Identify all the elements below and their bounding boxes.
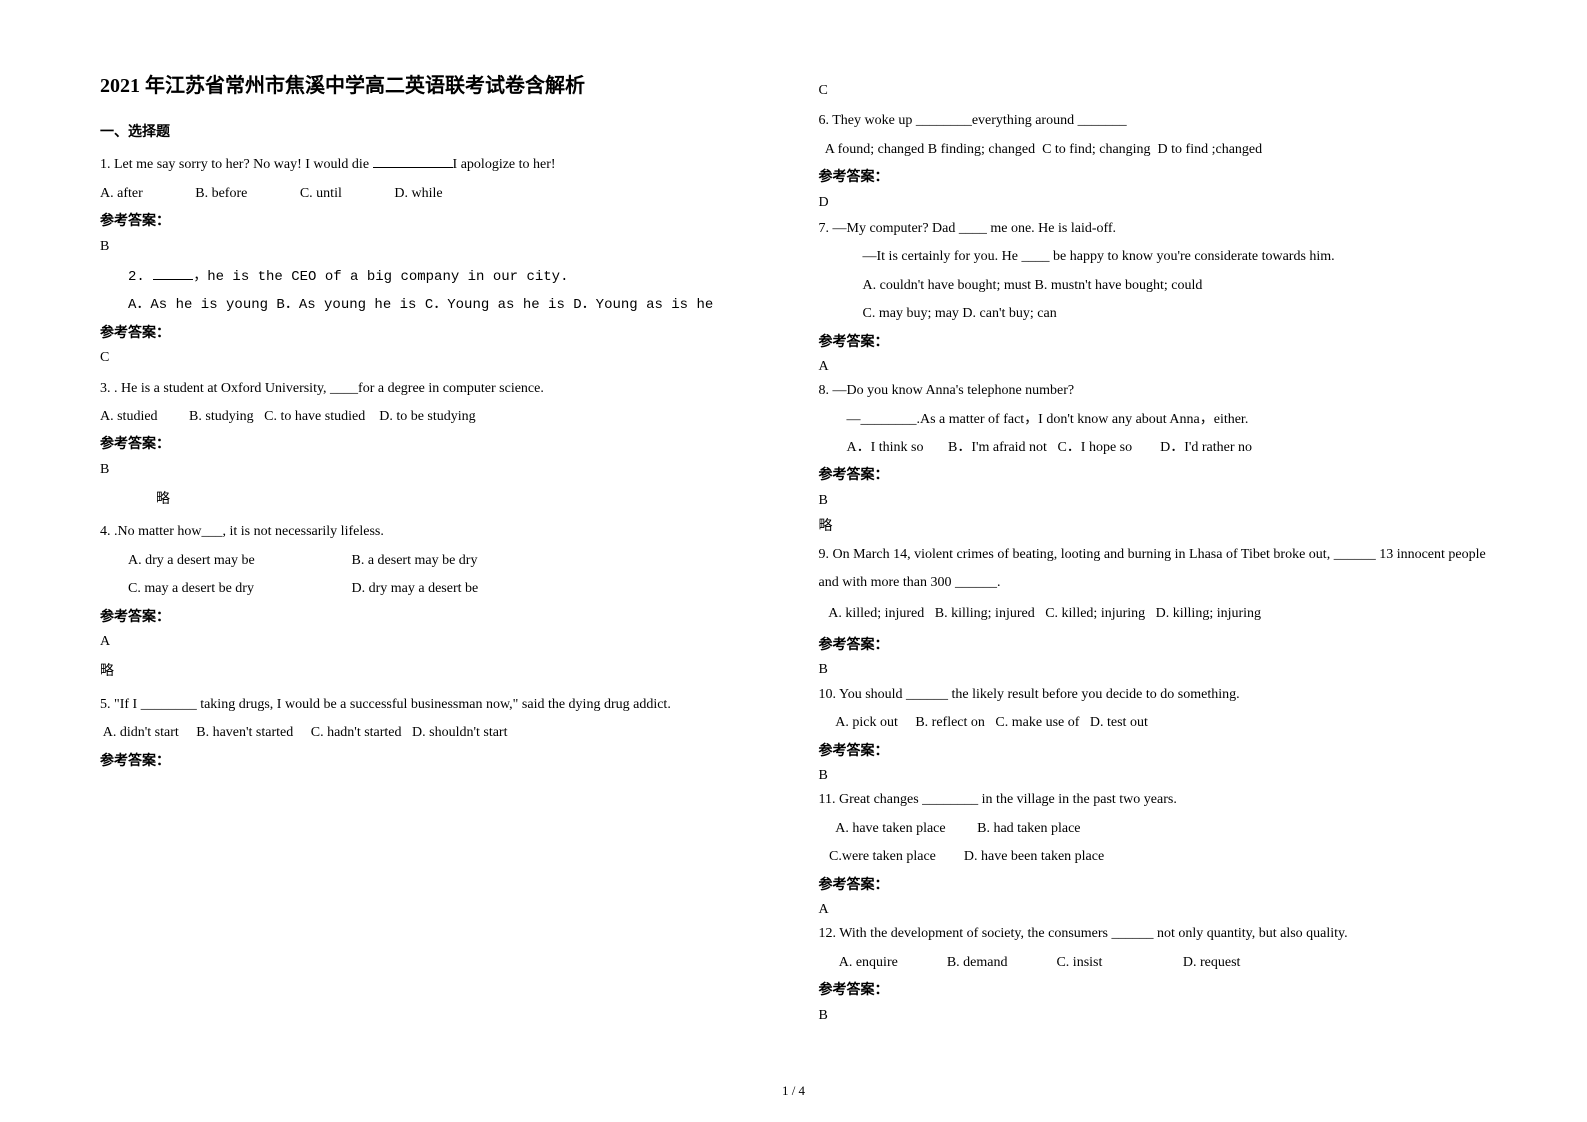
- page: 2021 年江苏省常州市焦溪中学高二英语联考试卷含解析 一、选择题 1. Let…: [0, 0, 1587, 1065]
- answer-label: 参考答案：: [819, 332, 1498, 354]
- question-7-l1: 7. —My computer? Dad ____ me one. He is …: [819, 218, 1498, 240]
- q2-pre: 2.: [128, 269, 153, 285]
- question-5: 5. "If I ________ taking drugs, I would …: [100, 694, 779, 716]
- q11-answer: A: [819, 899, 1498, 921]
- left-column: 2021 年江苏省常州市焦溪中学高二英语联考试卷含解析 一、选择题 1. Let…: [100, 70, 779, 1035]
- page-number: 1 / 4: [0, 1081, 1587, 1102]
- answer-label: 参考答案：: [819, 167, 1498, 189]
- q3-note: 略: [100, 489, 779, 511]
- answer-label: 参考答案：: [819, 875, 1498, 897]
- q3-options: A. studied B. studying C. to have studie…: [100, 406, 779, 428]
- question-11: 11. Great changes ________ in the villag…: [819, 789, 1498, 811]
- answer-label: 参考答案：: [100, 751, 779, 773]
- answer-label: 参考答案：: [819, 741, 1498, 763]
- answer-label: 参考答案：: [819, 980, 1498, 1002]
- question-2: 2. ，he is the CEO of a big company in ou…: [100, 266, 779, 288]
- question-9: 9. On March 14, violent crimes of beatin…: [819, 541, 1498, 597]
- answer-label: 参考答案：: [819, 465, 1498, 487]
- blank: [153, 279, 193, 280]
- q10-answer: B: [819, 765, 1498, 787]
- answer-label: 参考答案：: [100, 323, 779, 345]
- q4-optC: C. may a desert be dry: [128, 578, 348, 600]
- q8-options: A．I think so B．I'm afraid not C．I hope s…: [819, 437, 1498, 459]
- answer-label: 参考答案：: [819, 635, 1498, 657]
- q5-answer: C: [819, 80, 1498, 102]
- question-4: 4. .No matter how___, it is not necessar…: [100, 521, 779, 543]
- q8-answer: B: [819, 490, 1498, 512]
- question-8-l2: —________.As a matter of fact，I don't kn…: [819, 409, 1498, 431]
- q4-row2: C. may a desert be dry D. dry may a dese…: [100, 578, 779, 600]
- q7-answer: A: [819, 356, 1498, 378]
- q6-answer: D: [819, 192, 1498, 214]
- question-7-l2: —It is certainly for you. He ____ be hap…: [819, 246, 1498, 268]
- q10-options: A. pick out B. reflect on C. make use of…: [819, 712, 1498, 734]
- q1-text: 1. Let me say sorry to her? No way! I wo…: [100, 157, 373, 172]
- question-12: 12. With the development of society, the…: [819, 923, 1498, 945]
- q11-opt2: C.were taken place D. have been taken pl…: [819, 846, 1498, 868]
- q4-optA: A. dry a desert may be: [128, 550, 348, 572]
- q5-options: A. didn't start B. haven't started C. ha…: [100, 722, 779, 744]
- question-8-l1: 8. —Do you know Anna's telephone number?: [819, 380, 1498, 402]
- q12-answer: B: [819, 1005, 1498, 1027]
- q4-note: 略: [100, 661, 779, 683]
- document-title: 2021 年江苏省常州市焦溪中学高二英语联考试卷含解析: [100, 70, 779, 102]
- question-3: 3. . He is a student at Oxford Universit…: [100, 378, 779, 400]
- q4-answer: A: [100, 631, 779, 653]
- q11-opt1: A. have taken place B. had taken place: [819, 818, 1498, 840]
- q2-answer: C: [100, 347, 779, 369]
- answer-label: 参考答案：: [100, 211, 779, 233]
- q4-optB: B. a desert may be dry: [352, 553, 478, 568]
- q8-note: 略: [819, 516, 1498, 538]
- blank: [373, 167, 453, 168]
- q9-answer: B: [819, 659, 1498, 681]
- right-column: C 6. They woke up ________everything aro…: [819, 70, 1498, 1035]
- answer-label: 参考答案：: [100, 607, 779, 629]
- q2-post: ，he is the CEO of a big company in our c…: [193, 269, 568, 285]
- answer-label: 参考答案：: [100, 434, 779, 456]
- q1-text2: I apologize to her!: [453, 157, 556, 172]
- q9-options: A. killed; injured B. killing; injured C…: [819, 603, 1498, 625]
- q1-answer: B: [100, 236, 779, 258]
- question-10: 10. You should ______ the likely result …: [819, 684, 1498, 706]
- q4-optD: D. dry may a desert be: [352, 581, 479, 596]
- section-header: 一、选择题: [100, 122, 779, 144]
- q6-options: A found; changed B finding; changed C to…: [819, 139, 1498, 161]
- q12-options: A. enquire B. demand C. insist D. reques…: [819, 952, 1498, 974]
- q3-answer: B: [100, 459, 779, 481]
- q2-options: A．As he is young B．As young he is C．Youn…: [100, 294, 779, 316]
- q7-opt2: C. may buy; may D. can't buy; can: [819, 303, 1498, 325]
- q4-row1: A. dry a desert may be B. a desert may b…: [100, 550, 779, 572]
- q7-opt1: A. couldn't have bought; must B. mustn't…: [819, 275, 1498, 297]
- question-1: 1. Let me say sorry to her? No way! I wo…: [100, 154, 779, 176]
- q1-options: A. after B. before C. until D. while: [100, 183, 779, 205]
- question-6: 6. They woke up ________everything aroun…: [819, 110, 1498, 132]
